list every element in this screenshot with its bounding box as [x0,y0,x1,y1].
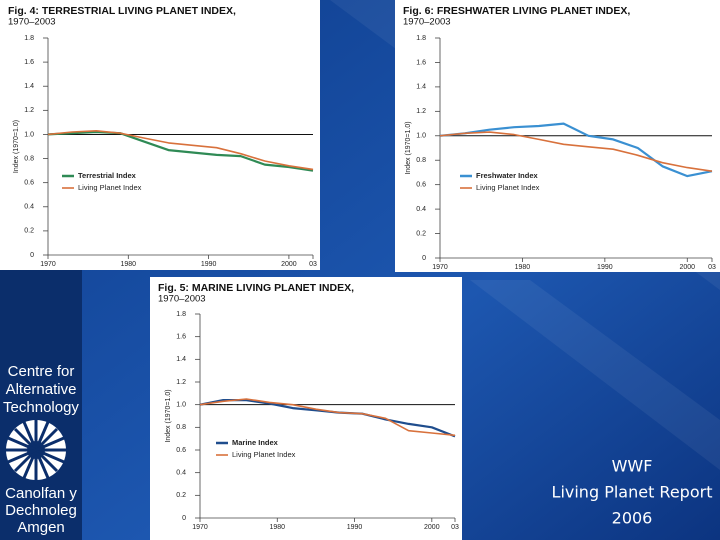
y-tick-label: 1.8 [416,35,426,42]
chart-title: Fig. 6: FRESHWATER LIVING PLANET INDEX, [403,5,630,17]
x-tick-label: 1970 [192,524,208,531]
sidebar-text: Dechnoleg [5,502,77,519]
background-stripe [470,280,720,470]
legend-label: Marine Index [232,438,279,447]
y-tick-label: 1.2 [176,379,186,386]
y-tick-label: 1.2 [24,107,34,114]
legend-label: Living Planet Index [232,450,296,459]
x-tick-label: 03 [309,261,317,268]
y-tick-label: 1.6 [24,59,34,66]
legend-label: Freshwater Index [476,171,539,180]
caption: Living Planet Report [552,483,713,502]
x-tick-label: 03 [451,524,459,531]
sidebar-text: Centre for [8,363,75,380]
x-tick-label: 1990 [347,524,363,531]
y-tick-label: 1.0 [24,131,34,138]
y-tick-label: 0.4 [416,206,426,213]
caption: 2006 [612,509,653,528]
y-tick-label: 1.8 [176,311,186,318]
x-tick-label: 1980 [269,524,285,531]
legend-label: Living Planet Index [78,183,142,192]
y-tick-label: 1.4 [24,83,34,90]
legend-label: Terrestrial Index [78,171,137,180]
data-line [439,131,713,172]
sidebar-text: Canolfan y [5,485,77,502]
x-tick-label: 2000 [281,261,297,268]
y-tick-label: 1.6 [176,334,186,341]
y-tick-label: 1.8 [24,35,34,42]
chart-title: Fig. 5: MARINE LIVING PLANET INDEX, [158,282,354,294]
data-line [199,398,456,437]
x-tick-label: 1990 [597,264,613,271]
x-tick-label: 1990 [201,261,217,268]
y-tick-label: 1.4 [416,84,426,91]
y-tick-label: 1.6 [416,59,426,66]
sidebar-text: Amgen [17,519,65,536]
y-tick-label: 1.2 [416,108,426,115]
caption: WWF [612,457,653,476]
x-tick-label: 03 [708,264,716,271]
y-tick-label: 0.8 [416,157,426,164]
y-axis-label: Index (1970=1.0) [13,120,20,173]
y-tick-label: 0 [182,515,186,522]
y-tick-label: 0.6 [24,180,34,187]
y-tick-label: 0.2 [176,492,186,499]
sidebar-text: Technology [3,399,79,416]
sidebar-text: Alternative [6,381,77,398]
y-tick-label: 0.8 [176,424,186,431]
x-tick-label: 1980 [515,264,531,271]
sidebar [0,270,82,540]
x-tick-label: 1970 [40,261,56,268]
data-line [439,122,713,178]
x-tick-label: 1980 [121,261,137,268]
data-line [47,130,314,171]
chart-subtitle: 1970–2003 [8,17,56,28]
chart-subtitle: 1970–2003 [403,17,451,28]
y-axis-label: Index (1970=1.0) [165,389,172,442]
y-tick-label: 0.6 [176,447,186,454]
x-tick-label: 2000 [424,524,440,531]
y-tick-label: 0 [422,255,426,262]
y-tick-label: 0 [30,252,34,259]
y-tick-label: 0.2 [24,228,34,235]
y-axis-label: Index (1970=1.0) [405,121,412,174]
x-tick-label: 1970 [432,264,448,271]
data-line [47,130,314,172]
chart-subtitle: 1970–2003 [158,294,206,305]
y-tick-label: 1.4 [176,356,186,363]
y-tick-label: 0.6 [416,182,426,189]
y-tick-label: 0.2 [416,230,426,237]
y-tick-label: 1.0 [416,133,426,140]
y-tick-label: 1.0 [176,402,186,409]
y-tick-label: 0.4 [176,470,186,477]
chart-title: Fig. 4: TERRESTRIAL LIVING PLANET INDEX, [8,5,236,17]
y-tick-label: 0.8 [24,155,34,162]
x-tick-label: 2000 [679,264,695,271]
legend-label: Living Planet Index [476,183,540,192]
logo [6,420,66,480]
y-tick-label: 0.4 [24,204,34,211]
